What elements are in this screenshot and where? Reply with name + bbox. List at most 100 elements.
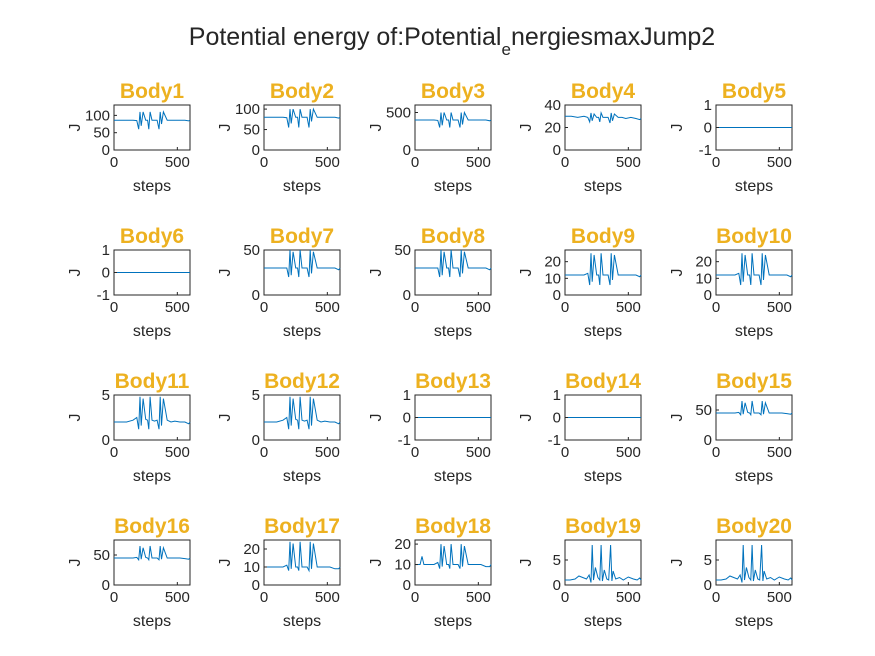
x-axis-label: steps	[133, 323, 171, 340]
series-line	[114, 110, 191, 130]
subplot-body19: Body19 0 500 0 5 steps J	[518, 515, 642, 630]
y-axis-label: J	[368, 124, 385, 132]
y-tick-label: 40	[544, 97, 561, 114]
y-tick-label: 10	[394, 557, 411, 574]
series-line	[415, 544, 492, 569]
y-tick-label: -1	[548, 432, 561, 449]
y-tick-label: 0	[102, 265, 110, 282]
y-tick-label: 0	[704, 120, 712, 137]
y-tick-label: 10	[695, 270, 712, 287]
x-tick-label: 500	[315, 589, 340, 606]
series-line	[565, 111, 642, 124]
y-tick-label: 0	[252, 577, 260, 594]
y-axis-label: J	[368, 414, 385, 422]
axes-box	[263, 104, 341, 151]
y-tick-label: 20	[394, 536, 411, 553]
series-line	[114, 545, 191, 562]
x-tick-label: 0	[411, 299, 419, 316]
y-tick-label: 20	[544, 254, 561, 271]
x-tick-label: 0	[260, 299, 268, 316]
subplot-body15: Body15 0 500 0 50 steps J	[669, 370, 793, 485]
x-tick-label: 500	[315, 154, 340, 171]
x-tick-label: 0	[712, 299, 720, 316]
x-axis-label: steps	[434, 468, 472, 485]
y-tick-label: -1	[398, 432, 411, 449]
y-axis-label: J	[67, 559, 84, 567]
x-axis-label: steps	[283, 468, 321, 485]
x-tick-label: 0	[712, 589, 720, 606]
y-axis-label: J	[217, 269, 234, 277]
y-tick-label: 0	[102, 142, 110, 159]
subplot-title: Body18	[415, 515, 491, 538]
x-axis-label: steps	[735, 323, 773, 340]
subplot-title: Body19	[565, 515, 641, 538]
y-tick-label: 0	[403, 142, 411, 159]
x-tick-label: 500	[767, 154, 792, 171]
x-axis-label: steps	[735, 178, 773, 195]
x-axis-label: steps	[584, 468, 622, 485]
x-tick-label: 500	[466, 444, 491, 461]
subplot-body16: Body16 0 500 0 50 steps J	[67, 515, 191, 630]
figure-title: Potential energy of:Potentialenergiesmax…	[189, 23, 715, 59]
series-line	[716, 400, 793, 417]
y-axis-label: J	[217, 414, 234, 422]
subplot-title: Body7	[270, 225, 334, 248]
x-tick-label: 500	[616, 444, 641, 461]
y-tick-label: -1	[699, 142, 712, 159]
y-tick-label: 0	[704, 287, 712, 304]
x-axis-label: steps	[434, 613, 472, 630]
y-tick-label: 0	[553, 287, 561, 304]
figure-title-tail: nergiesmaxJump2	[511, 23, 715, 51]
x-tick-label: 0	[110, 154, 118, 171]
series-line	[565, 544, 642, 583]
subplot-body8: Body8 0 500 0 50 steps J	[368, 225, 492, 340]
x-tick-label: 500	[315, 299, 340, 316]
x-tick-label: 500	[767, 589, 792, 606]
subplot-title: Body12	[264, 370, 340, 393]
y-axis-label: J	[518, 559, 535, 567]
subplot-title: Body20	[716, 515, 792, 538]
x-tick-label: 500	[165, 299, 190, 316]
x-axis-label: steps	[735, 613, 773, 630]
x-axis-label: steps	[735, 468, 773, 485]
y-tick-label: 100	[85, 107, 110, 124]
axes-box	[564, 104, 642, 151]
x-axis-label: steps	[283, 613, 321, 630]
series-line	[716, 544, 793, 583]
y-axis-label: J	[518, 414, 535, 422]
series-line	[114, 396, 191, 430]
x-tick-label: 500	[165, 154, 190, 171]
x-tick-label: 0	[110, 589, 118, 606]
x-tick-label: 0	[712, 444, 720, 461]
y-tick-label: 50	[243, 242, 260, 259]
axes-box	[715, 394, 793, 441]
axes-box	[414, 249, 492, 296]
y-tick-label: 0	[252, 432, 260, 449]
y-axis-label: J	[67, 124, 84, 132]
x-tick-label: 500	[616, 299, 641, 316]
x-tick-label: 0	[561, 299, 569, 316]
subplot-title: Body9	[571, 225, 635, 248]
y-tick-label: 1	[704, 97, 712, 114]
x-axis-label: steps	[133, 178, 171, 195]
subplot-title: Body13	[415, 370, 491, 393]
x-tick-label: 500	[616, 589, 641, 606]
y-tick-label: 5	[102, 387, 110, 404]
y-tick-label: 0	[553, 410, 561, 427]
series-line	[264, 396, 341, 430]
series-line	[415, 249, 492, 278]
subplot-title: Body6	[120, 225, 184, 248]
y-tick-label: 1	[102, 242, 110, 259]
x-tick-label: 0	[712, 154, 720, 171]
y-tick-label: -1	[97, 287, 110, 304]
x-axis-label: steps	[584, 323, 622, 340]
x-tick-label: 0	[411, 589, 419, 606]
